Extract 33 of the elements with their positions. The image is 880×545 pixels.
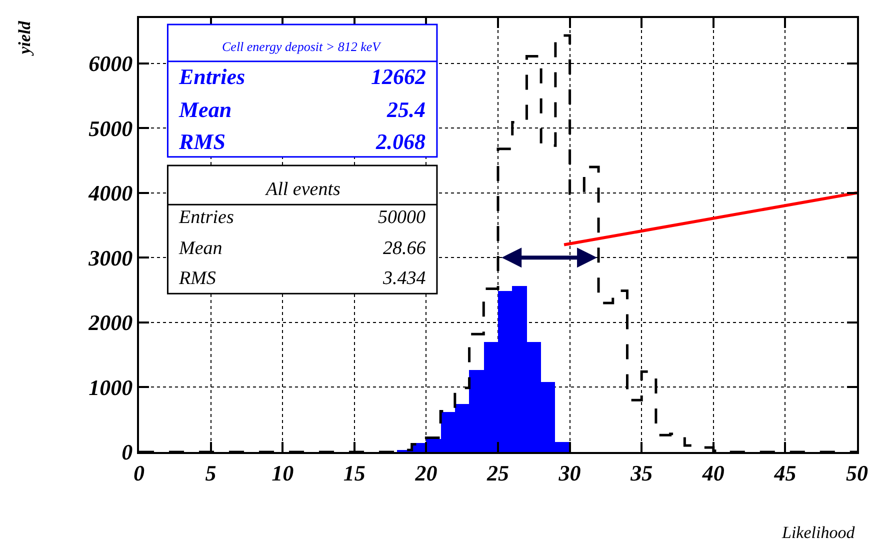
x-tick-label: 15 — [343, 460, 366, 486]
x-tick-label: 5 — [205, 460, 216, 486]
annotation: RMS — [178, 268, 216, 289]
x-tick-label: 25 — [486, 460, 509, 486]
y-axis-title: yield — [15, 20, 34, 56]
x-tick-label: 20 — [414, 460, 438, 486]
annotation: 25.4 — [386, 97, 426, 122]
annotation: RMS — [178, 129, 226, 154]
y-tick-label: 4000 — [88, 180, 133, 206]
x-tick-label: 10 — [272, 460, 294, 486]
annotation: 12662 — [371, 64, 426, 89]
annotation: 3.434 — [382, 268, 426, 289]
annotation: Entries — [178, 207, 234, 228]
x-tick-label: 45 — [773, 460, 796, 486]
annotation: All events — [264, 179, 340, 200]
annotation: 28.66 — [383, 238, 426, 259]
annotation: Entries — [178, 64, 246, 89]
y-tick-label: 3000 — [88, 245, 133, 270]
y-tick-label: 1000 — [88, 374, 133, 400]
y-tick-label: 0 — [122, 440, 133, 465]
annotation: Mean — [178, 97, 232, 122]
annotation: Mean — [178, 238, 222, 259]
x-tick-label: 50 — [846, 460, 868, 486]
annotation: 50000 — [378, 207, 426, 228]
y-tick-label: 6000 — [88, 51, 133, 76]
x-tick-label: 35 — [630, 460, 653, 486]
annotation: Cell energy deposit > 812 keV — [222, 39, 382, 54]
y-tick-label: 5000 — [88, 116, 133, 141]
x-tick-label: 40 — [701, 460, 724, 486]
x-axis-title: Likelihood — [781, 523, 856, 542]
annotation: 2.068 — [375, 129, 426, 154]
x-tick-label: 30 — [558, 460, 581, 486]
y-tick-label: 2000 — [88, 310, 133, 336]
